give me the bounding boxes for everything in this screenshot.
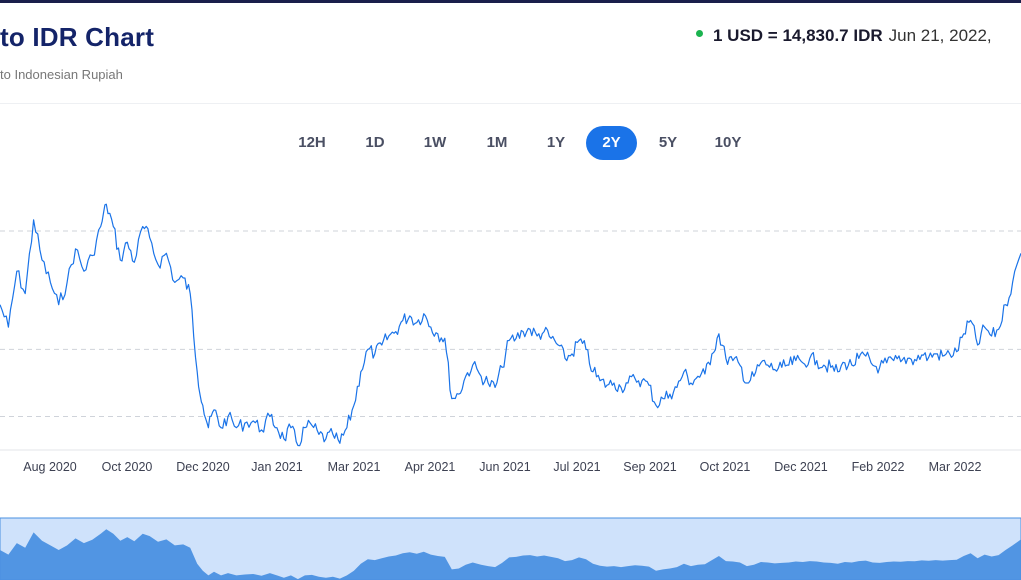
tab-1y[interactable]: 1Y (546, 134, 566, 151)
top-bar (0, 0, 1021, 3)
rate-line (0, 203, 1021, 447)
tab-2y[interactable]: 2Y (586, 126, 637, 160)
x-tick-label: Aug 2020 (23, 460, 77, 474)
x-tick-label: Dec 2020 (176, 460, 230, 474)
x-tick-label: Jun 2021 (479, 460, 530, 474)
tab-1w[interactable]: 1W (423, 134, 447, 151)
tab-5y[interactable]: 5Y (658, 134, 678, 151)
exchange-rate-chart: Aug 2020 Oct 2020 Dec 2020 Jan 2021 Mar 2021… (0, 203, 1021, 474)
rate-value: 1 USD = 14,830.7 IDR (713, 26, 883, 45)
x-tick-label: Mar 2022 (929, 460, 982, 474)
tab-12h[interactable]: 12H (298, 134, 326, 151)
header-divider (0, 103, 1021, 104)
x-tick-label: Jan 2021 (251, 460, 302, 474)
live-rate: 1 USD = 14,830.7 IDR Jun 21, 2022, (696, 26, 992, 46)
navigator-area (0, 529, 1021, 580)
page-title: to IDR Chart (0, 22, 155, 52)
tab-1d[interactable]: 1D (365, 134, 385, 151)
range-navigator[interactable] (0, 517, 1021, 580)
x-tick-label: Feb 2022 (852, 460, 905, 474)
x-tick-label: Oct 2021 (700, 460, 751, 474)
tab-1m[interactable]: 1M (486, 134, 508, 151)
tab-10y[interactable]: 10Y (714, 134, 742, 151)
x-tick-label: Apr 2021 (405, 460, 456, 474)
x-tick-label: Mar 2021 (328, 460, 381, 474)
x-tick-label: Sep 2021 (623, 460, 677, 474)
x-tick-label: Oct 2020 (102, 460, 153, 474)
x-tick-label: Dec 2021 (774, 460, 828, 474)
live-status-dot-icon (696, 30, 703, 38)
rate-date: Jun 21, 2022, (888, 26, 992, 45)
x-tick-label: Jul 2021 (553, 460, 600, 474)
time-range-tabs: 12H 1D 1W 1M 1Y 2Y 5Y 10Y (0, 126, 1021, 160)
page-subtitle: to Indonesian Rupiah (0, 67, 123, 82)
